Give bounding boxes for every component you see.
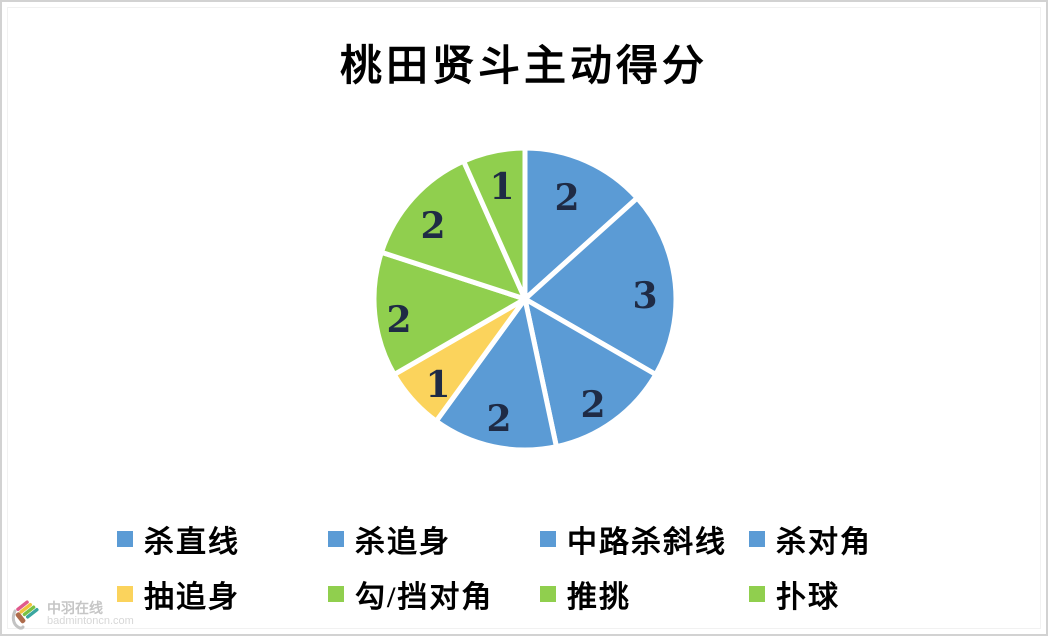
pie-data-label: 2: [580, 384, 605, 426]
watermark-site-name: 中羽在线: [47, 599, 103, 616]
watermark-site-url: badmintoncn.com: [47, 614, 134, 627]
pie-data-label: 2: [554, 177, 579, 219]
pie-slice: [522, 296, 659, 450]
pie-data-label: 2: [420, 205, 445, 247]
pie-data-label: 2: [486, 398, 511, 440]
pie-data-label: 2: [386, 299, 411, 341]
watermark: 中羽在线 badmintoncn.com: [10, 597, 134, 631]
shuttlecock-logo-icon: [11, 600, 39, 630]
pie-slice: [433, 296, 559, 453]
pie-slice: [378, 158, 528, 302]
pie-slice: [461, 145, 528, 302]
pie-data-label: 3: [632, 275, 657, 317]
pie-slice: [522, 145, 640, 302]
pie-data-label: 1: [489, 166, 514, 208]
pie-data-label: 1: [425, 364, 450, 406]
pie-slice: [371, 249, 528, 377]
pie-slice: [522, 195, 679, 377]
chart-title: 桃田贤斗主动得分: [339, 44, 708, 90]
